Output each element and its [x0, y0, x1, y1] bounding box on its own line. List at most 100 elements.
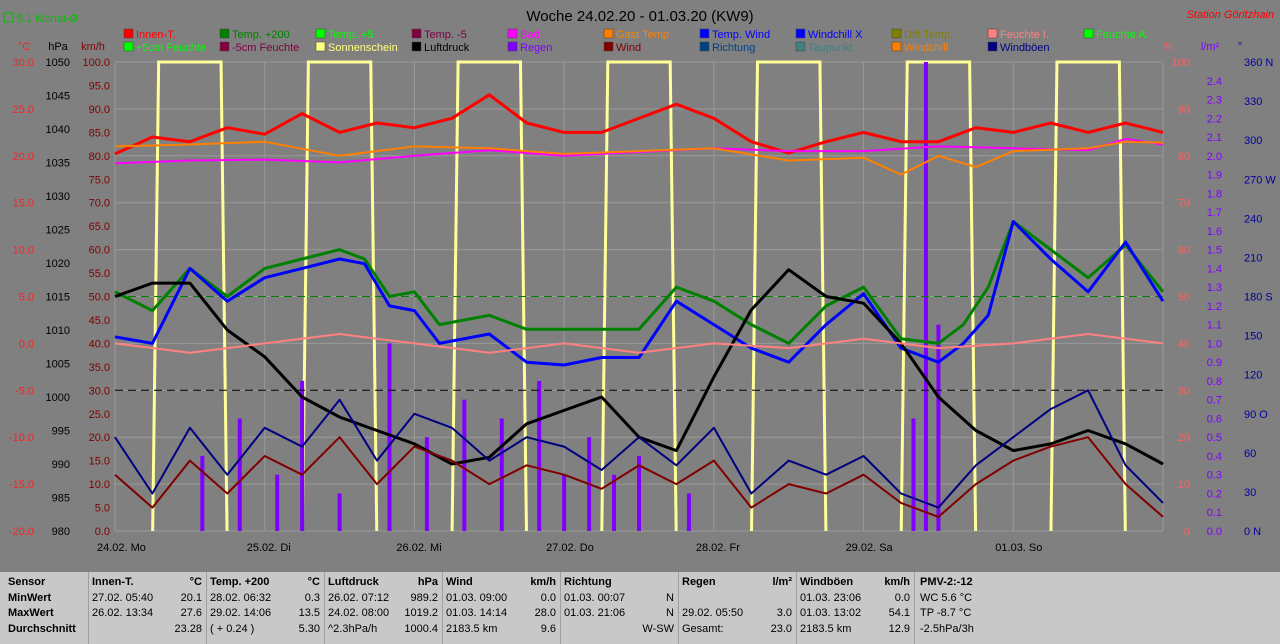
- wind-axis-tick: 60.0: [89, 245, 110, 257]
- stats-cell-label: 2183.5 km: [800, 622, 852, 635]
- humidity-axis-tick: 30: [1178, 385, 1190, 397]
- stats-cell-header: Richtung: [564, 575, 674, 591]
- temp-axis-tick: -10.0: [9, 432, 34, 444]
- sunshine-block: [899, 60, 978, 532]
- stats-cell-avg: ^2.3hPa/h 1000.4: [328, 622, 438, 638]
- day-label: 28.02. Fr: [696, 542, 740, 554]
- rain-axis-tick: 1.2: [1207, 301, 1222, 313]
- series-line-wind: [114, 436, 1164, 518]
- direction-axis-tick: 330: [1244, 96, 1262, 108]
- day-label: 01.03. So: [995, 542, 1042, 554]
- rain-axis-tick: 2.2: [1207, 113, 1222, 125]
- pressure-axis-tick: 990: [52, 459, 70, 471]
- wind-axis-tick: 50.0: [89, 292, 110, 304]
- stats-cell-value: 27.6: [180, 607, 202, 619]
- stats-cell-value: l/m²: [772, 576, 792, 588]
- stats-cell-value: 12.9: [888, 622, 910, 635]
- rain-bar: [936, 324, 941, 531]
- day-label: 27.02. Do: [546, 542, 594, 554]
- pressure-axis-tick: 1045: [46, 91, 70, 103]
- legend-entry: Temp. +5: [328, 29, 374, 41]
- legend-entry: Bad: [520, 29, 540, 41]
- temp-axis-tick: -20.0: [9, 526, 34, 538]
- pressure-axis-tick: 1040: [46, 124, 70, 136]
- legend-entry: Diff Temp.: [904, 29, 953, 41]
- legend-swatch: [315, 41, 326, 52]
- rain-axis-tick: 2.1: [1207, 132, 1222, 144]
- monthly-toggle-checkbox[interactable]: [3, 12, 14, 23]
- stats-cell-min: [682, 591, 792, 607]
- column-separator: [324, 572, 325, 644]
- wind-axis-tick: 75.0: [89, 174, 110, 186]
- stats-cell-label: 27.02. 05:40: [92, 591, 154, 604]
- row-label-max: MaxWert: [8, 607, 54, 619]
- rain-axis-tick: 1.6: [1207, 226, 1222, 238]
- temp-axis-tick: 15.0: [13, 198, 34, 210]
- temp-axis-tick: 0.0: [19, 338, 34, 350]
- legend-swatch: [795, 28, 806, 39]
- rain-bar: [462, 399, 467, 531]
- rain-axis-tick: 0.1: [1207, 507, 1222, 519]
- direction-axis-tick: 180 S: [1244, 292, 1273, 304]
- wind-axis-tick: 40.0: [89, 338, 110, 350]
- legend-swatch: [699, 41, 710, 52]
- stats-cell-max: 24.02. 08:00 1019.2: [328, 606, 438, 622]
- rain-axis-tick: 1.1: [1207, 320, 1222, 332]
- humidity-axis-tick: 20: [1178, 432, 1190, 444]
- pressure-axis-tick: 1020: [46, 258, 70, 270]
- stats-cell-label: Innen-T.: [92, 576, 134, 588]
- stats-cell-max: 01.03. 21:06 N: [564, 606, 674, 622]
- rain-bar: [300, 380, 305, 531]
- series-line-windb-en: [114, 389, 1164, 509]
- row-label-avg: Durchschnitt: [8, 622, 76, 635]
- stats-cell-value: °C: [189, 576, 202, 588]
- stats-cell-value: N: [666, 607, 674, 619]
- stats-cell-min: 26.02. 07:12 989.2: [328, 591, 438, 607]
- legend-entry: Luftdruck: [424, 42, 470, 54]
- humidity-axis-tick: 70: [1178, 198, 1190, 210]
- legend-swatch: [507, 41, 518, 52]
- rain-axis-tick: 2.3: [1207, 95, 1222, 107]
- stats-column: Temp. +200 °C 28.02. 06:32 0.3 29.02. 14:06 1…: [210, 575, 320, 637]
- series-line-gast-temp: [114, 140, 1164, 176]
- stats-cell-value: 1000.4: [404, 622, 438, 635]
- stats-cell-header: Luftdruck hPa: [328, 575, 438, 591]
- rain-bar: [686, 493, 691, 531]
- sunshine-block: [300, 60, 379, 532]
- rain-bar: [200, 455, 205, 531]
- stats-cell-max: 29.02. 14:06 13.5: [210, 606, 320, 622]
- stats-cell-label: 26.02. 07:12: [328, 591, 390, 604]
- rain-axis-tick: 0.9: [1207, 357, 1222, 369]
- direction-axis-tick: 240: [1244, 213, 1262, 225]
- wind-axis-tick: 25.0: [89, 409, 110, 421]
- stats-cell-label: Richtung: [564, 576, 612, 588]
- rain-axis-tick: 0.6: [1207, 413, 1222, 425]
- wind-axis-tick: 95.0: [89, 80, 110, 92]
- rain-bar: [424, 437, 429, 531]
- legend-swatch: [123, 41, 134, 52]
- monthly-toggle-label[interactable]: 5.1 Monat-Ø: [17, 13, 79, 25]
- row-label-sensor: Sensor: [8, 576, 46, 588]
- stats-column: Innen-T. °C 27.02. 05:40 20.1 26.02. 13:34 27…: [92, 575, 202, 637]
- stats-cell-label: 29.02. 14:06: [210, 607, 272, 619]
- stats-cell-min: 01.03. 00:07 N: [564, 591, 674, 607]
- rain-axis-tick: 0.0: [1207, 526, 1222, 538]
- temp-axis-tick: -5.0: [15, 385, 34, 397]
- row-label-min: MinWert: [8, 591, 52, 604]
- legend-swatch: [603, 41, 614, 52]
- stats-cell-min: 27.02. 05:40 20.1: [92, 591, 202, 607]
- legend-swatch: [219, 41, 230, 52]
- rain-bar: [499, 418, 504, 531]
- legend-swatch: [795, 41, 806, 52]
- legend: Innen-T. Temp. +200 Temp. +5 Temp. -5 Bad Gas…: [123, 28, 1149, 54]
- humidity-axis-tick: 10: [1178, 479, 1190, 491]
- rain-axis-tick: 1.9: [1207, 170, 1222, 182]
- legend-entry: Gast Temp: [616, 29, 669, 41]
- stats-cell-value: 0.0: [540, 591, 556, 604]
- legend-entry: Feuchte I.: [1000, 29, 1049, 41]
- humidity-axis-tick: 40: [1178, 338, 1190, 350]
- legend-entry: Feuchte A.: [1096, 29, 1149, 41]
- legend-swatch: [891, 41, 902, 52]
- stats-cell-value: 28.0: [534, 607, 556, 619]
- day-label: 29.02. Sa: [846, 542, 894, 554]
